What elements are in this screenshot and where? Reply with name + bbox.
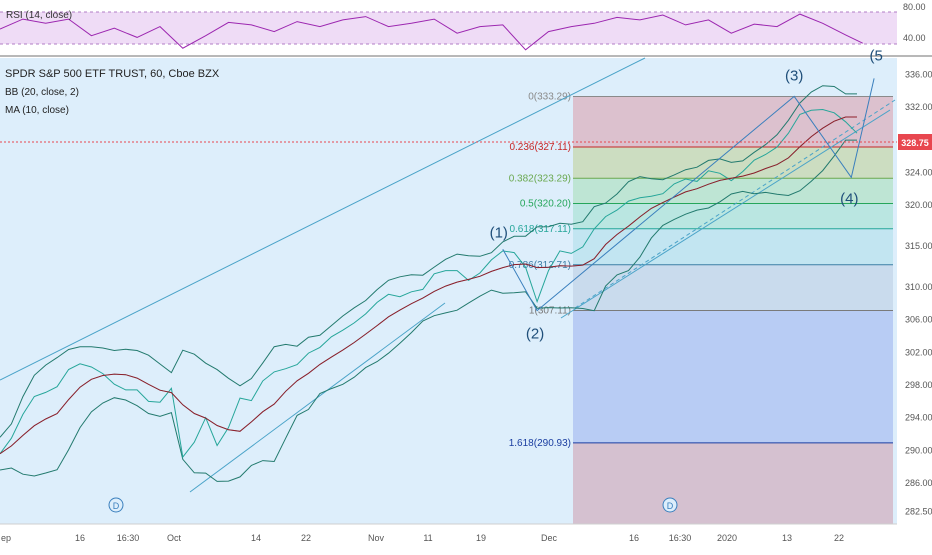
price-tick-6: 310.00 — [905, 282, 932, 292]
bollinger-upper-band — [0, 85, 857, 438]
price-tick-11: 290.00 — [905, 445, 932, 455]
time-tick-13: 13 — [782, 533, 792, 543]
time-axis[interactable]: ep 16 16:30 Oct 14 22 Nov 11 19 Dec 16 16:30 2020 13 2… — [0, 523, 932, 550]
fib-zone-2 — [573, 178, 893, 204]
fibonacci-retracement[interactable]: 0(333.29) 0.236(327.11) 0.382(323.29) 0.5(3… — [509, 92, 893, 524]
price-axis[interactable]: 336.00332.00328.00324.00320.00315.00310.… — [897, 58, 932, 524]
price-tick-13: 282.50 — [905, 507, 932, 517]
rising-channel-line-2[interactable] — [560, 109, 891, 319]
legend-symbol: SPDR S&P 500 ETF TRUST, 60, Cboe BZX — [5, 68, 220, 80]
fib-level-label-0: 0(333.29) — [528, 92, 571, 103]
fib-level-label-7: 1.618(290.93) — [509, 438, 571, 449]
elliott-wave-label-2: (3) — [785, 67, 803, 84]
price-tick-0: 336.00 — [905, 69, 932, 79]
elliott-wave-label-4: (5 — [869, 47, 882, 64]
price-tick-12: 286.00 — [905, 478, 932, 488]
fib-zone-3 — [573, 203, 893, 229]
time-tick-12: 2020 — [717, 533, 737, 543]
time-tick-4: 14 — [251, 533, 261, 543]
fib-level-label-1: 0.236(327.11) — [509, 142, 571, 153]
time-tick-14: 22 — [834, 533, 844, 543]
fib-zone-7 — [573, 442, 893, 524]
dividend-marker-2[interactable]: D — [662, 497, 678, 513]
elliott-wave-label-1: (2) — [526, 326, 544, 343]
fib-level-label-6: 1(307.11) — [529, 306, 571, 317]
price-tick-3: 324.00 — [905, 167, 932, 177]
elliott-wave-path[interactable] — [502, 78, 875, 312]
elliott-wave-label-3: (4) — [840, 190, 858, 207]
time-tick-11: 16:30 — [669, 533, 692, 543]
fib-zone-6 — [573, 310, 893, 443]
price-tick-1: 332.00 — [905, 102, 932, 112]
fib-level-label-5: 0.786(312.71) — [509, 260, 571, 271]
rsi-label: RSI (14, close) — [6, 10, 72, 21]
price-tick-8: 302.00 — [905, 347, 932, 357]
fib-zone-0 — [573, 96, 893, 148]
last-price-tag — [898, 134, 932, 150]
fib-zone-4 — [573, 228, 893, 265]
dividend-marker-circle — [108, 497, 124, 513]
wave-trend-dashed[interactable] — [574, 99, 896, 309]
dividend-marker[interactable]: D — [108, 497, 124, 513]
price-line — [0, 108, 858, 459]
fib-level-label-3: 0.5(320.20) — [520, 199, 571, 210]
time-tick-8: 19 — [476, 533, 486, 543]
rsi-panel: RSI (14, close) 80.00 40.00 — [0, 0, 932, 57]
time-tick-labels: ep 16 16:30 Oct 14 22 Nov 11 19 Dec 16 16:30 2020 13 2… — [1, 533, 844, 543]
rsi-axis-label-80: 80.00 — [903, 2, 926, 12]
price-tick-4: 320.00 — [905, 200, 932, 210]
time-tick-6: Nov — [368, 533, 385, 543]
fib-zone-5 — [573, 264, 893, 311]
time-tick-9: Dec — [541, 533, 558, 543]
price-tick-5: 315.00 — [905, 241, 932, 251]
time-tick-1: 16 — [75, 533, 85, 543]
time-axis-background — [0, 524, 932, 550]
time-tick-2: 16:30 — [117, 533, 140, 543]
legend-moving-average: MA (10, close) — [5, 105, 69, 116]
price-tick-9: 298.00 — [905, 380, 932, 390]
legend: SPDR S&P 500 ETF TRUST, 60, Cboe BZX BB … — [5, 68, 220, 116]
elliott-wave-labels: (1) (2) (3) (4) (5 — [490, 47, 883, 342]
time-tick-5: 22 — [301, 533, 311, 543]
dividend-marker-label-2: D — [667, 501, 674, 511]
elliott-wave-label-0: (1) — [490, 224, 508, 241]
time-tick-3: Oct — [167, 533, 182, 543]
price-tick-10: 294.00 — [905, 413, 932, 423]
time-tick-0: ep — [1, 533, 11, 543]
bollinger-lower-band — [0, 139, 857, 482]
legend-bollinger: BB (20, close, 2) — [5, 87, 79, 98]
time-tick-7: 11 — [423, 533, 432, 543]
price-tick-7: 306.00 — [905, 315, 932, 325]
fib-level-label-4: 0.618(317.11) — [509, 224, 571, 235]
fib-level-label-2: 0.382(323.29) — [509, 173, 571, 184]
moving-average-line — [0, 116, 857, 455]
upper-channel-trendline[interactable] — [0, 57, 646, 381]
rsi-axis-label-40: 40.00 — [903, 33, 926, 43]
dividend-marker-label: D — [113, 501, 120, 511]
time-tick-10: 16 — [629, 533, 639, 543]
dividend-marker-circle-2 — [662, 497, 678, 513]
rsi-line — [0, 13, 863, 51]
last-price-label: 328.75 — [901, 138, 929, 148]
